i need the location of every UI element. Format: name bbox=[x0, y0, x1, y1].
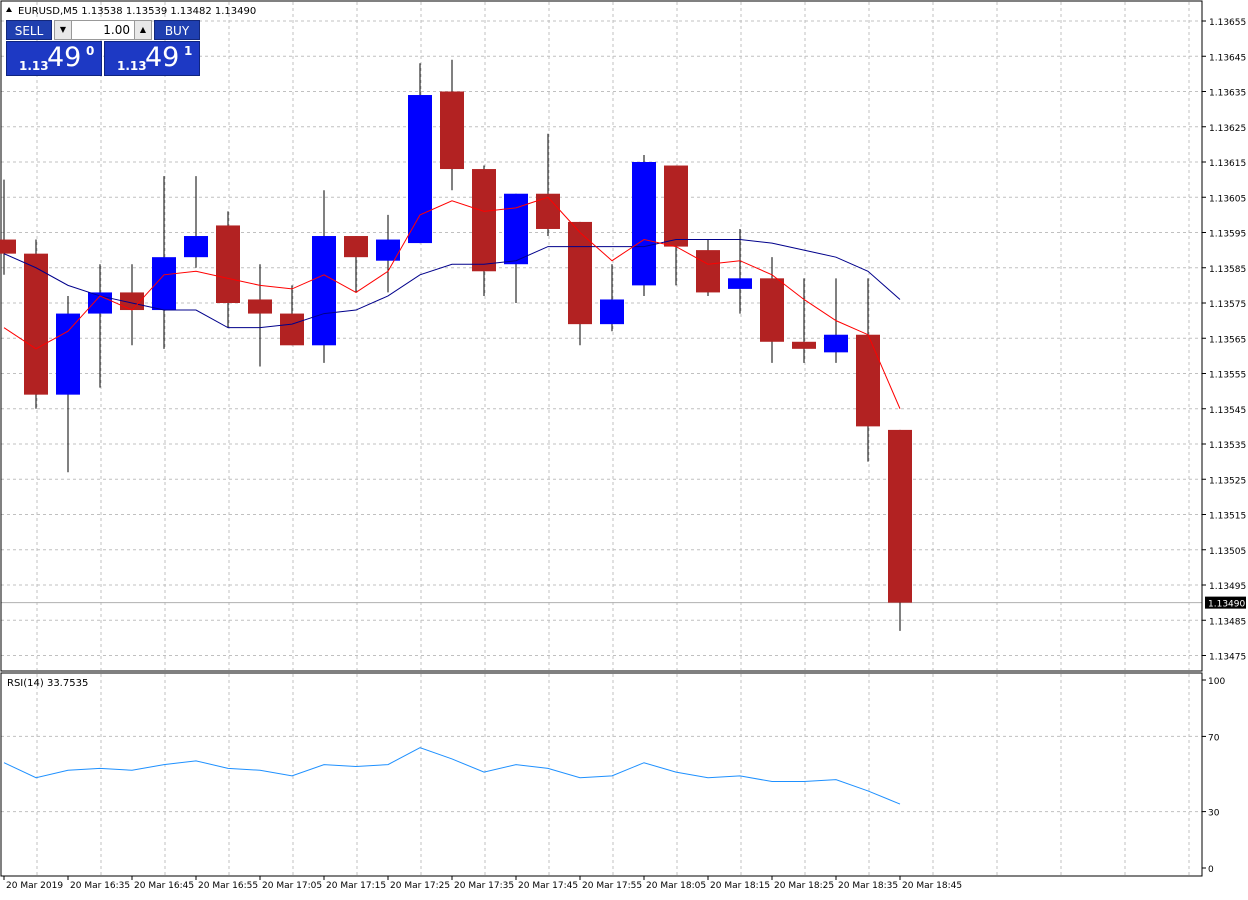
lot-size-input[interactable] bbox=[72, 20, 134, 40]
rsi-layer bbox=[3, 747, 901, 805]
sell-price-main: 49 bbox=[47, 42, 82, 73]
lot-increase-button[interactable]: ▲ bbox=[134, 20, 152, 40]
price-tick-label: 1.13575 bbox=[1209, 300, 1246, 310]
bear-candle-body bbox=[0, 239, 16, 254]
bear-candle-body bbox=[664, 165, 688, 247]
price-tick-label: 1.13605 bbox=[1209, 194, 1246, 204]
bear-candle-body bbox=[440, 91, 464, 170]
buy-price-superscript: 1 bbox=[184, 44, 193, 58]
collapse-arrow-icon[interactable] bbox=[6, 7, 12, 12]
rsi-axis: 100 70 30 0 bbox=[1202, 677, 1225, 875]
bull-candle-body bbox=[600, 299, 624, 325]
sell-button[interactable]: SELL bbox=[6, 20, 52, 40]
price-tick-label: 1.13545 bbox=[1209, 406, 1246, 416]
bear-candle-body bbox=[856, 334, 880, 427]
symbol-header: EURUSD,M5 1.13538 1.13539 1.13482 1.1349… bbox=[18, 6, 256, 17]
buy-button[interactable]: BUY bbox=[154, 20, 200, 40]
last-price-marker bbox=[1205, 596, 1246, 609]
bull-candle-body bbox=[632, 162, 656, 286]
lot-decrease-button[interactable]: ▼ bbox=[54, 20, 72, 40]
price-tick-label: 1.13565 bbox=[1209, 335, 1246, 345]
bear-candle-body bbox=[888, 429, 912, 603]
fast-moving-average-line bbox=[3, 196, 901, 409]
price-tick-label: 1.13495 bbox=[1209, 582, 1246, 592]
bear-candle-body bbox=[536, 193, 560, 229]
rsi-tick-label: 100 bbox=[1208, 677, 1225, 687]
rsi-tick-label: 70 bbox=[1208, 733, 1220, 743]
price-tick-label: 1.13515 bbox=[1209, 512, 1246, 522]
time-tick-label: 20 Mar 17:25 bbox=[390, 881, 450, 891]
price-tick-label: 1.13655 bbox=[1209, 18, 1246, 28]
price-tick-label: 1.13475 bbox=[1209, 653, 1246, 663]
bear-candle-body bbox=[760, 278, 784, 342]
bear-candle-body bbox=[472, 169, 496, 272]
time-tick-label: 20 Mar 17:55 bbox=[582, 881, 642, 891]
price-tick-label: 1.13555 bbox=[1209, 371, 1246, 381]
candles-layer bbox=[0, 59, 912, 631]
bear-candle-body bbox=[344, 236, 368, 258]
bear-candle-body bbox=[24, 253, 48, 395]
bull-candle-body bbox=[56, 313, 80, 395]
price-tick-label: 1.13625 bbox=[1209, 124, 1246, 134]
buy-price-main: 49 bbox=[145, 42, 180, 73]
price-tick-label: 1.13635 bbox=[1209, 89, 1246, 99]
price-tick-label: 1.13535 bbox=[1209, 441, 1246, 451]
rsi-tick-label: 30 bbox=[1208, 809, 1220, 819]
sell-price-prefix: 1.13 bbox=[19, 59, 49, 73]
sell-price-quote[interactable]: 1.13 49 0 bbox=[6, 41, 102, 76]
last-price-label: 1.13490 bbox=[1208, 600, 1245, 610]
bear-candle-body bbox=[568, 221, 592, 325]
bull-candle-body bbox=[184, 236, 208, 258]
bear-candle-body bbox=[120, 292, 144, 311]
time-tick-label: 20 Mar 16:55 bbox=[198, 881, 258, 891]
bull-candle-body bbox=[728, 278, 752, 289]
price-tick-label: 1.13585 bbox=[1209, 265, 1246, 275]
price-grid bbox=[1, 2, 1202, 670]
bear-candle-body bbox=[696, 250, 720, 293]
price-tick-label: 1.13485 bbox=[1209, 617, 1246, 627]
price-pane-border bbox=[0, 0, 1203, 672]
time-tick-label: 20 Mar 17:35 bbox=[454, 881, 514, 891]
price-tick-label: 1.13645 bbox=[1209, 53, 1246, 63]
bull-candle-body bbox=[312, 236, 336, 346]
bear-candle-body bbox=[248, 299, 272, 314]
bull-candle-body bbox=[408, 95, 432, 244]
time-tick-label: 20 Mar 17:15 bbox=[326, 881, 386, 891]
time-axis: 20 Mar 2019 20 Mar 16:35 20 Mar 16:45 20 Ma… bbox=[3, 876, 962, 891]
bull-candle-body bbox=[824, 334, 848, 353]
price-tick-label: 1.13505 bbox=[1209, 547, 1246, 557]
one-click-trading-panel: SELL ▼ ▲ BUY 1.13 49 0 1.13 49 1 bbox=[6, 20, 200, 76]
time-tick-label: 20 Mar 18:05 bbox=[646, 881, 706, 891]
rsi-grid bbox=[1, 674, 1202, 875]
time-tick-label: 20 Mar 16:35 bbox=[70, 881, 130, 891]
slow-moving-average-line bbox=[3, 239, 901, 329]
time-tick-label: 20 Mar 17:05 bbox=[262, 881, 322, 891]
bear-candle-body bbox=[216, 225, 240, 303]
buy-price-prefix: 1.13 bbox=[117, 59, 147, 73]
time-tick-label: 20 Mar 16:45 bbox=[134, 881, 194, 891]
price-axis: 1.13655 1.13645 1.13635 1.13625 1.13615 1.136… bbox=[1202, 18, 1246, 663]
price-tick-label: 1.13615 bbox=[1209, 159, 1246, 169]
ma-lines-layer bbox=[3, 196, 901, 409]
rsi-label: RSI(14) 33.7535 bbox=[7, 678, 88, 689]
bull-candle-body bbox=[376, 239, 400, 261]
buy-price-quote[interactable]: 1.13 49 1 bbox=[104, 41, 200, 76]
price-tick-label: 1.13595 bbox=[1209, 230, 1246, 240]
time-tick-label: 20 Mar 18:15 bbox=[710, 881, 770, 891]
rsi-tick-label: 0 bbox=[1208, 865, 1214, 875]
rsi-line bbox=[3, 747, 901, 805]
rsi-pane-border bbox=[0, 672, 1203, 877]
time-tick-label: 20 Mar 18:25 bbox=[774, 881, 834, 891]
time-tick-label: 20 Mar 17:45 bbox=[518, 881, 578, 891]
time-tick-label: 20 Mar 2019 bbox=[6, 881, 63, 891]
time-tick-label: 20 Mar 18:45 bbox=[902, 881, 962, 891]
time-tick-label: 20 Mar 18:35 bbox=[838, 881, 898, 891]
bear-candle-body bbox=[792, 341, 816, 349]
price-tick-label: 1.13525 bbox=[1209, 476, 1246, 486]
sell-price-superscript: 0 bbox=[86, 44, 95, 58]
bull-candle-body bbox=[504, 193, 528, 265]
bear-candle-body bbox=[280, 313, 304, 346]
